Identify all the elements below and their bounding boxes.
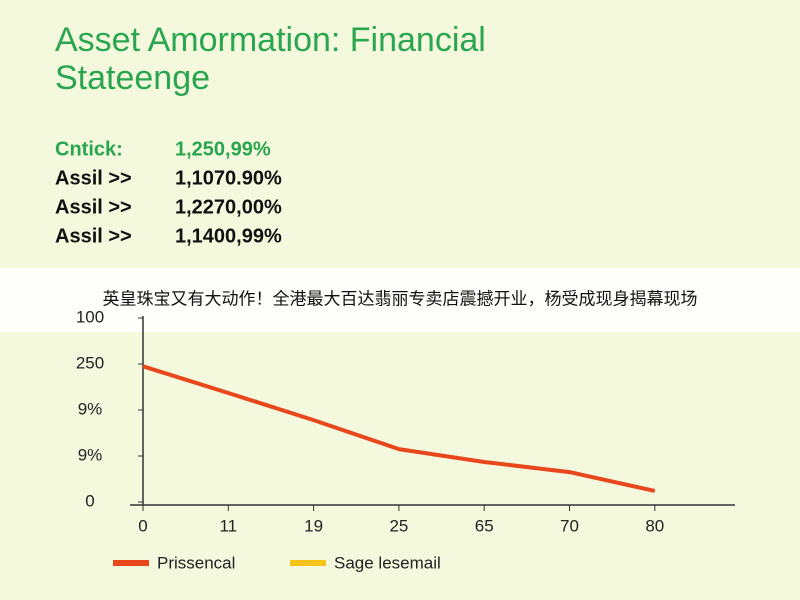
stat-value: 1,1400,99% bbox=[175, 225, 282, 247]
series-line bbox=[142, 364, 656, 493]
x-tick-label: 11 bbox=[219, 516, 237, 535]
y-tick-label: 250 bbox=[76, 353, 104, 372]
banner-text: 英皇珠宝又有大动作！全港最大百达翡丽专卖店震撼开业，杨受成现身揭幕现场 bbox=[103, 289, 698, 308]
x-tick-label: 65 bbox=[475, 516, 494, 535]
stat-value: 1,250,99% bbox=[175, 138, 271, 160]
stat-value: 1,2270,00% bbox=[175, 196, 282, 218]
legend-swatch bbox=[113, 560, 149, 566]
y-tick-label: 0 bbox=[85, 491, 94, 510]
legend-label: Prissencal bbox=[157, 553, 235, 572]
legend-swatch bbox=[290, 560, 326, 566]
y-tick-label: 9% bbox=[78, 399, 103, 418]
y-tick-label: 9% bbox=[78, 445, 103, 464]
stat-label: Assil >> bbox=[55, 225, 132, 247]
stat-value: 1,1070.90% bbox=[175, 167, 282, 189]
stats: Cntick: 1,250,99% Assil >> 1,1070.90% Assil … bbox=[55, 138, 282, 247]
banner-bg bbox=[0, 268, 800, 332]
title-line: Asset Amormation: Financial bbox=[55, 21, 486, 59]
stat-label: Cntick: bbox=[55, 138, 123, 160]
x-tick-label: 0 bbox=[138, 516, 147, 535]
x-tick-label: 25 bbox=[389, 516, 408, 535]
x-tick-label: 19 bbox=[304, 516, 323, 535]
x-tick-label: 70 bbox=[560, 516, 579, 535]
legend-label: Sage lesemail bbox=[334, 553, 441, 572]
x-tick-label: 80 bbox=[645, 516, 664, 535]
y-tick-label: 100 bbox=[76, 307, 104, 326]
stat-label: Assil >> bbox=[55, 196, 132, 218]
title-line: Stateenge bbox=[55, 59, 210, 97]
stat-label: Assil >> bbox=[55, 167, 132, 189]
